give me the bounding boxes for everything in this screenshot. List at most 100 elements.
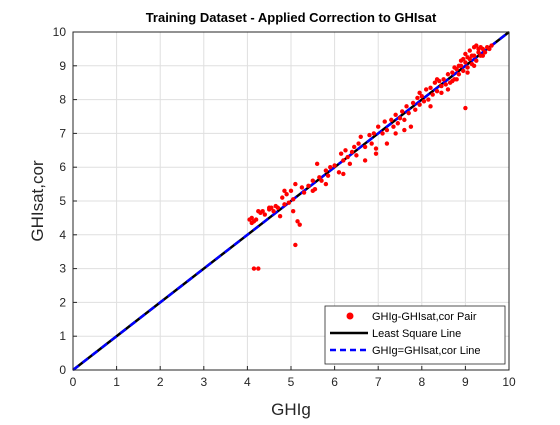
data-point bbox=[419, 94, 424, 99]
y-tick-label: 8 bbox=[59, 93, 66, 107]
data-point bbox=[382, 119, 387, 124]
data-point bbox=[299, 185, 305, 190]
data-point bbox=[465, 70, 470, 75]
data-point bbox=[393, 131, 398, 136]
data-point bbox=[458, 58, 464, 63]
data-point bbox=[341, 171, 346, 177]
data-point bbox=[362, 144, 368, 150]
data-point bbox=[380, 131, 385, 136]
data-point bbox=[323, 168, 329, 173]
data-point bbox=[336, 170, 342, 175]
data-point bbox=[306, 183, 311, 188]
legend-box bbox=[324, 305, 506, 365]
data-point bbox=[395, 121, 401, 126]
data-point bbox=[354, 153, 359, 158]
data-point bbox=[417, 102, 422, 107]
y-tick-label: 10 bbox=[53, 25, 67, 39]
data-point bbox=[487, 46, 492, 52]
data-point bbox=[467, 48, 472, 53]
data-point bbox=[253, 217, 259, 222]
data-point bbox=[275, 205, 281, 210]
data-point bbox=[297, 222, 302, 227]
data-point bbox=[345, 154, 350, 160]
data-point bbox=[352, 144, 357, 150]
data-point bbox=[434, 88, 440, 94]
data-point bbox=[456, 63, 462, 68]
data-point bbox=[432, 80, 438, 85]
x-tick-label: 7 bbox=[375, 375, 382, 389]
legend-label-least-square: Least Square Line bbox=[372, 328, 461, 340]
data-point bbox=[439, 83, 444, 89]
y-tick-label: 1 bbox=[59, 329, 66, 343]
data-point bbox=[369, 141, 374, 146]
data-point bbox=[347, 161, 353, 167]
data-point bbox=[391, 124, 396, 129]
legend: GHIg-GHIsat,cor Pair Least Square Line G… bbox=[324, 305, 506, 365]
data-point bbox=[426, 97, 431, 102]
data-point bbox=[373, 146, 379, 151]
data-point bbox=[469, 53, 475, 58]
x-tick-label: 6 bbox=[331, 375, 338, 389]
data-point bbox=[417, 90, 422, 96]
data-point bbox=[341, 158, 346, 163]
data-point bbox=[260, 208, 265, 214]
data-point bbox=[301, 190, 307, 195]
y-tick-label: 2 bbox=[59, 295, 66, 309]
data-point bbox=[271, 208, 276, 214]
data-point bbox=[310, 178, 315, 183]
data-point bbox=[402, 127, 407, 133]
data-points bbox=[247, 43, 494, 271]
data-point bbox=[277, 214, 283, 219]
data-point bbox=[332, 163, 337, 168]
data-point bbox=[421, 99, 427, 104]
data-point bbox=[293, 242, 298, 248]
data-point bbox=[476, 50, 481, 55]
data-point bbox=[399, 109, 405, 114]
data-point bbox=[384, 127, 390, 133]
x-ticks: 0 1 2 3 4 5 6 7 8 9 10 bbox=[70, 366, 516, 389]
data-point bbox=[465, 65, 470, 70]
data-point bbox=[317, 175, 322, 180]
data-point bbox=[376, 124, 381, 129]
data-point bbox=[474, 43, 479, 48]
data-point bbox=[323, 181, 329, 187]
legend-label-pairs: GHIg-GHIsat,cor Pair bbox=[372, 311, 477, 323]
data-point bbox=[295, 219, 300, 224]
data-point bbox=[282, 202, 287, 207]
data-point bbox=[408, 124, 414, 129]
data-point bbox=[286, 200, 292, 205]
data-point bbox=[280, 195, 285, 200]
data-point bbox=[404, 104, 409, 109]
data-point bbox=[325, 173, 331, 178]
x-tick-label: 3 bbox=[200, 375, 207, 389]
legend-label-identity: GHIg=GHIsat,cor Line bbox=[372, 345, 481, 357]
data-point bbox=[358, 134, 363, 139]
x-tick-label: 1 bbox=[113, 375, 120, 389]
data-point bbox=[406, 110, 411, 116]
data-point bbox=[410, 100, 416, 106]
x-tick-label: 10 bbox=[502, 375, 516, 389]
data-point bbox=[439, 90, 444, 96]
data-point bbox=[349, 149, 355, 155]
data-point bbox=[310, 188, 315, 194]
data-point bbox=[434, 77, 440, 82]
chart-title: Training Dataset - Applied Correction to… bbox=[146, 10, 437, 25]
data-point bbox=[371, 131, 377, 136]
data-point bbox=[463, 105, 468, 111]
y-ticks: 0 1 2 3 4 5 6 7 8 9 10 bbox=[53, 25, 77, 377]
series-lines bbox=[72, 31, 510, 371]
data-point bbox=[463, 51, 468, 57]
data-point bbox=[373, 151, 379, 156]
identity-line bbox=[72, 31, 510, 371]
data-point bbox=[482, 50, 488, 55]
data-point bbox=[428, 104, 433, 109]
data-point bbox=[356, 141, 361, 146]
data-point bbox=[397, 115, 403, 121]
data-point bbox=[471, 63, 477, 68]
data-point bbox=[413, 107, 418, 112]
y-tick-label: 9 bbox=[59, 59, 66, 73]
x-tick-label: 0 bbox=[70, 375, 77, 389]
data-point bbox=[267, 205, 272, 210]
